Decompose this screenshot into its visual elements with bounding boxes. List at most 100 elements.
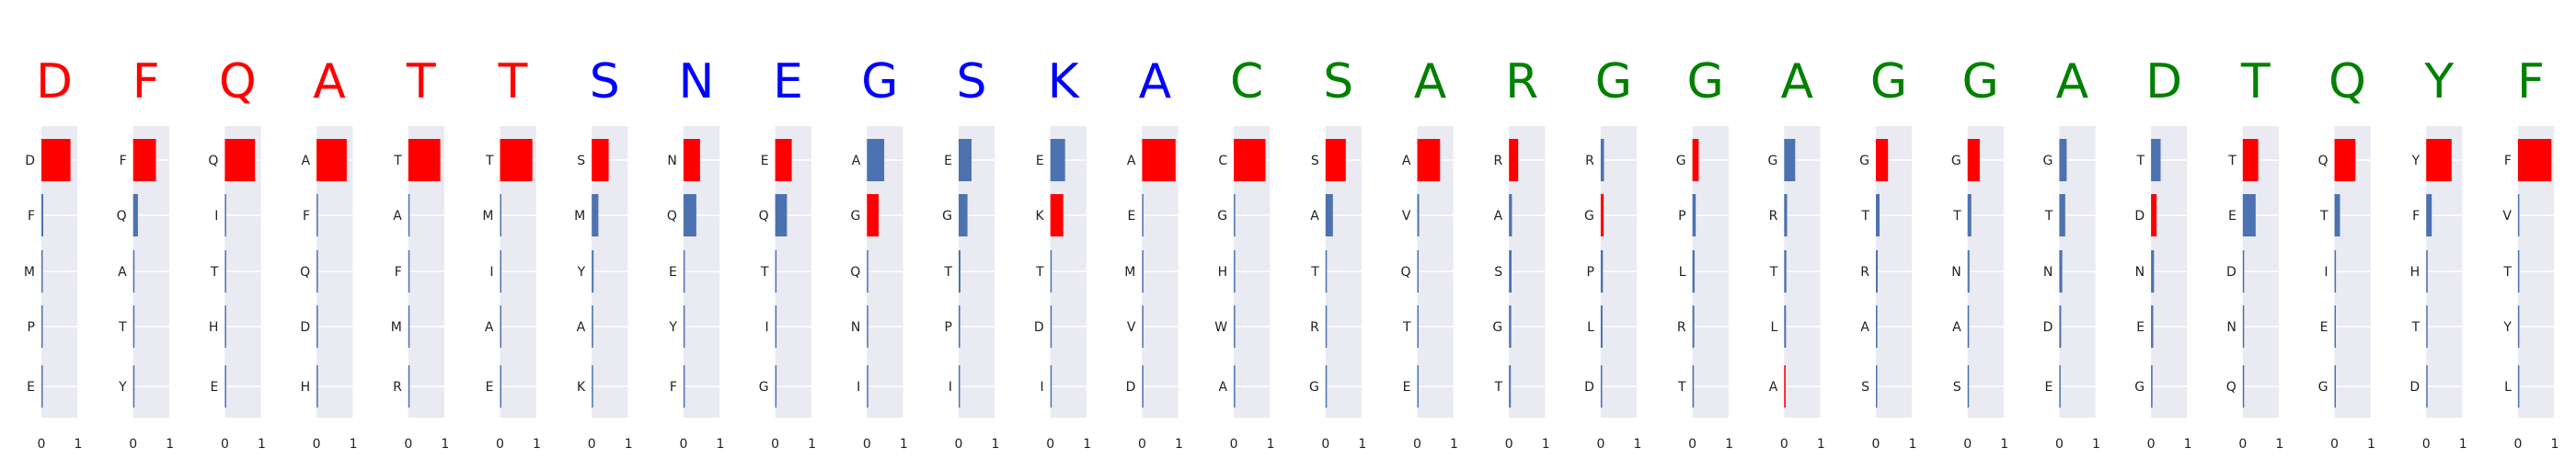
position-header: G	[861, 54, 898, 109]
probability-bar	[316, 305, 318, 348]
tick-label: T	[2044, 209, 2053, 224]
position-header: N	[678, 54, 714, 109]
tick-label: H	[301, 380, 311, 395]
panel-18: G R G P L D 0 1	[1584, 54, 1641, 452]
tick-label: F	[670, 380, 677, 395]
tick-label: Y	[668, 320, 677, 335]
probability-bar	[316, 139, 347, 181]
probability-bar	[1509, 139, 1519, 181]
panel-15: S S A T R G 0 1	[1309, 54, 1366, 452]
probability-bar	[2242, 305, 2245, 348]
probability-bar	[867, 194, 880, 236]
probability-bar	[1234, 139, 1266, 181]
probability-bar	[1417, 139, 1441, 181]
probability-bar	[2426, 365, 2428, 408]
tick-label: D	[1584, 380, 1594, 395]
probability-bar	[1509, 365, 1512, 408]
panel-8: N N Q E Y F 0 1	[667, 54, 724, 452]
x-tick-label: 1	[1358, 437, 1366, 452]
x-tick-label: 0	[1596, 437, 1604, 452]
tick-label: T	[1494, 380, 1503, 395]
tick-label: M	[24, 265, 35, 280]
panel-10: G A G Q N I 0 1	[850, 54, 907, 452]
tick-label: N	[2043, 265, 2053, 280]
tick-label: T	[2411, 320, 2421, 335]
probability-bar	[41, 139, 71, 181]
x-tick-label: 1	[2459, 437, 2467, 452]
probability-bar	[2426, 139, 2452, 181]
tick-label: G	[1676, 154, 1686, 168]
tick-label: R	[1310, 320, 1319, 335]
probability-bar	[2517, 365, 2520, 408]
probability-bar	[1234, 250, 1236, 293]
probability-bar	[1417, 365, 1419, 408]
tick-label: A	[118, 265, 127, 280]
panel-3: Q Q I T H E 0 1	[208, 54, 265, 452]
probability-bar	[1692, 305, 1695, 348]
probability-bar	[1325, 365, 1328, 408]
tick-label: T	[1402, 320, 1411, 335]
x-tick-label: 1	[992, 437, 1000, 452]
tick-label: N	[1951, 265, 1961, 280]
probability-bar	[408, 139, 441, 181]
probability-bar	[2334, 250, 2337, 293]
probability-bar	[867, 305, 868, 348]
x-tick-label: 0	[1505, 437, 1513, 452]
probability-bar	[2334, 305, 2336, 348]
x-tick-label: 1	[1542, 437, 1550, 452]
x-tick-label: 1	[166, 437, 174, 452]
panel-4: A A F Q D H 0 1	[300, 54, 357, 452]
panel-28: F F V T Y L 0 1	[2502, 54, 2559, 452]
position-header: T	[498, 54, 528, 109]
probability-bar	[1234, 305, 1236, 348]
panel-20: A G R T L A 0 1	[1767, 54, 1824, 452]
tick-label: F	[28, 209, 35, 224]
panel-25: T T E D N Q 0 1	[2226, 54, 2283, 452]
tick-label: Y	[118, 380, 127, 395]
probability-bar	[132, 365, 135, 408]
tick-label: R	[1493, 154, 1502, 168]
tick-label: Q	[667, 209, 677, 224]
tick-label: E	[211, 380, 219, 395]
probability-bar	[1509, 250, 1512, 293]
x-tick-label: 1	[1175, 437, 1183, 452]
tick-label: Q	[2226, 380, 2237, 395]
tick-label: I	[949, 380, 952, 395]
probability-bar	[500, 250, 501, 293]
tick-label: D	[2409, 380, 2420, 395]
tick-label: G	[850, 209, 860, 224]
position-header: A	[2056, 54, 2089, 109]
probability-bar	[2517, 139, 2552, 181]
panel-24: D T D N E G 0 1	[2134, 54, 2191, 452]
probability-bar	[2334, 194, 2340, 236]
tick-label: G	[2134, 380, 2145, 395]
probability-bar	[2334, 365, 2336, 408]
x-tick-label: 0	[863, 437, 871, 452]
tick-label: L	[1587, 320, 1594, 335]
probability-bar	[1142, 139, 1176, 181]
probability-bar	[1876, 365, 1878, 408]
position-header: Y	[2423, 54, 2454, 109]
tick-label: K	[577, 380, 586, 395]
tick-label: E	[486, 380, 494, 395]
probability-bar	[1967, 250, 1970, 293]
x-tick-label: 1	[1450, 437, 1458, 452]
probability-bar	[408, 365, 410, 408]
x-tick-label: 1	[1725, 437, 1733, 452]
tick-label: T	[943, 265, 952, 280]
tick-label: Q	[208, 154, 218, 168]
probability-bar	[132, 194, 138, 236]
panel-26: Q Q T I E G 0 1	[2317, 54, 2375, 452]
probability-bar	[2242, 194, 2256, 236]
tick-label: F	[395, 265, 402, 280]
x-tick-label: 0	[1321, 437, 1329, 452]
tick-label: V	[1127, 320, 1136, 335]
probability-bar	[1050, 305, 1052, 348]
probability-bar	[959, 194, 968, 236]
tick-label: T	[1860, 209, 1869, 224]
probability-bar	[2151, 250, 2155, 293]
tick-label: Q	[1400, 265, 1410, 280]
tick-label: T	[1035, 265, 1044, 280]
tick-label: E	[944, 154, 952, 168]
